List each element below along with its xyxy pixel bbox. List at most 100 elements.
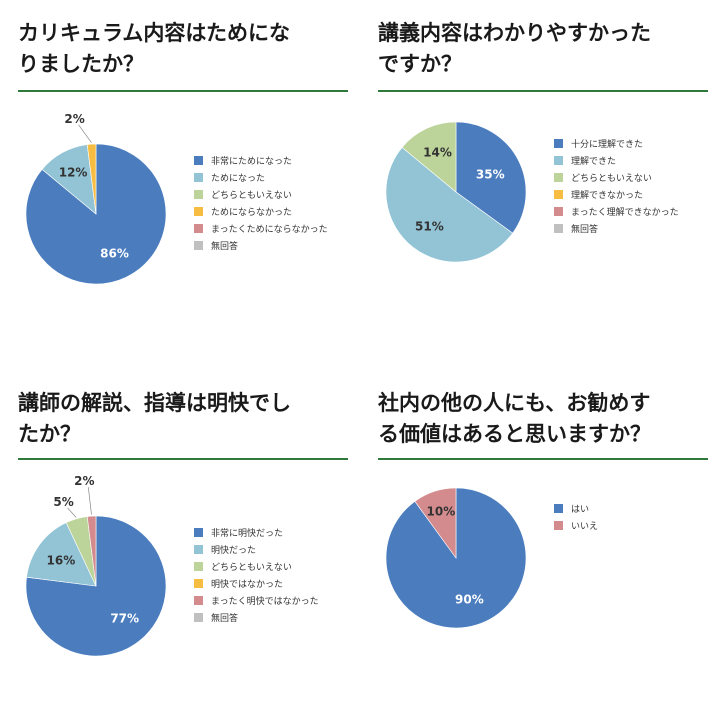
- legend-label: 無回答: [211, 614, 239, 624]
- legend-swatch: [194, 613, 203, 622]
- data-label: 5%: [53, 495, 73, 509]
- pie-slice-s4: [86, 515, 97, 587]
- data-label: 12%: [59, 165, 88, 179]
- data-label: 35%: [476, 168, 505, 182]
- legend-label: 理解できなかった: [571, 191, 644, 201]
- legend-swatch: [194, 156, 203, 165]
- legend-label: はい: [571, 505, 590, 515]
- legend-label: どちらともいえない: [571, 174, 652, 184]
- legend-item: 非常に明快だった: [194, 524, 319, 541]
- data-label: 14%: [423, 146, 452, 160]
- data-label: 2%: [64, 112, 84, 126]
- legend-item: 無回答: [194, 609, 319, 626]
- chart-title: カリキュラム内容はためにな りましたか？: [18, 21, 290, 76]
- legend-curriculum: 非常にためになった ためになったどちらともいえない ためにならなかったまったくために…: [194, 152, 328, 254]
- leader-line: [87, 487, 92, 515]
- legend-label: どちらともいえない: [211, 191, 292, 201]
- chart-panel-curriculum: カリキュラム内容はためにな りましたか？: [18, 18, 348, 84]
- legend-item: 明快ではなかった: [194, 575, 319, 592]
- legend-swatch: [194, 596, 203, 605]
- pie-slice-s1: [414, 487, 457, 559]
- legend-label: どちらともいえない: [211, 563, 292, 573]
- legend-swatch: [194, 224, 203, 233]
- legend-item: まったく明快ではなかった: [194, 592, 319, 609]
- data-label: 10%: [427, 504, 456, 518]
- legend-swatch: [194, 190, 203, 199]
- legend-label: いいえ: [571, 522, 599, 532]
- legend-item: 非常にためになった: [194, 152, 328, 169]
- legend-label: 理解できた: [571, 157, 617, 167]
- legend-swatch: [554, 190, 563, 199]
- legend-label: ためになった: [211, 174, 266, 184]
- chart-panel-recommend: 社内の他の人にも、お勧めす る価値はあると思いますか？: [378, 388, 708, 454]
- data-label: 86%: [100, 246, 129, 260]
- leader-line: [67, 507, 77, 518]
- chart-title: 講義内容はわかりやすかった ですか？: [378, 21, 651, 76]
- legend-label: まったく理解できなかった: [571, 208, 679, 218]
- pie-slice-s3: [86, 143, 97, 215]
- legend-item: 無回答: [554, 220, 679, 237]
- legend-swatch: [554, 521, 563, 530]
- legend-item: ためにならなかった: [194, 203, 328, 220]
- legend-swatch: [554, 207, 563, 216]
- legend-instructor: 非常に明快だった 明快だったどちらともいえない 明快ではなかったまったく明快ではなか…: [194, 524, 319, 626]
- legend-item: どちらともいえない: [554, 169, 679, 186]
- legend-swatch: [554, 156, 563, 165]
- legend-swatch: [554, 504, 563, 513]
- pie-slice-s1: [26, 522, 97, 587]
- legend-item: ためになった: [194, 169, 328, 186]
- legend-swatch: [194, 241, 203, 250]
- pie-slice-s2: [401, 121, 457, 193]
- pie-slice-s0: [455, 121, 527, 234]
- legend-item: 無回答: [194, 237, 328, 254]
- legend-swatch: [554, 224, 563, 233]
- legend-recommend: はい いいえ: [554, 500, 598, 534]
- data-label: 77%: [110, 612, 139, 626]
- chart-title: 講師の解説、指導は明快でし たか？: [18, 391, 291, 446]
- title-divider: [18, 90, 348, 92]
- legend-swatch: [194, 173, 203, 182]
- legend-item: 十分に理解できた: [554, 135, 679, 152]
- legend-item: まったくためにならなかった: [194, 220, 328, 237]
- legend-swatch: [194, 562, 203, 571]
- legend-label: 明快だった: [211, 546, 257, 556]
- legend-item: 明快だった: [194, 541, 319, 558]
- legend-item: はい: [554, 500, 598, 517]
- data-label: 51%: [415, 219, 444, 233]
- chart-title: 社内の他の人にも、お勧めす る価値はあると思いますか？: [378, 391, 651, 446]
- legend-label: 非常に明快だった: [211, 529, 284, 539]
- legend-label: ためにならなかった: [211, 208, 293, 218]
- legend-item: どちらともいえない: [194, 558, 319, 575]
- legend-swatch: [194, 579, 203, 588]
- legend-item: 理解できなかった: [554, 186, 679, 203]
- legend-swatch: [194, 545, 203, 554]
- title-divider: [18, 458, 348, 460]
- legend-swatch: [194, 528, 203, 537]
- title-divider: [378, 458, 708, 460]
- legend-label: 十分に理解できた: [571, 140, 644, 150]
- legend-label: 無回答: [571, 225, 599, 235]
- data-label: 16%: [47, 554, 76, 568]
- title-divider: [378, 90, 708, 92]
- legend-swatch: [194, 207, 203, 216]
- legend-lecture: 十分に理解できた 理解できたどちらともいえない 理解できなかったまったく理解できなか…: [554, 135, 679, 237]
- pie-slice-s1: [385, 146, 514, 263]
- legend-label: まったくためにならなかった: [211, 225, 328, 235]
- leader-line: [78, 124, 92, 143]
- legend-item: いいえ: [554, 517, 598, 534]
- chart-panel-instructor: 講師の解説、指導は明快でし たか？: [18, 388, 348, 454]
- legend-item: どちらともいえない: [194, 186, 328, 203]
- data-label: 2%: [74, 474, 94, 488]
- legend-label: 非常にためになった: [211, 157, 293, 167]
- legend-item: 理解できた: [554, 152, 679, 169]
- legend-swatch: [554, 173, 563, 182]
- legend-label: まったく明快ではなかった: [211, 597, 319, 607]
- legend-item: まったく理解できなかった: [554, 203, 679, 220]
- legend-swatch: [554, 139, 563, 148]
- legend-label: 無回答: [211, 242, 239, 252]
- legend-label: 明快ではなかった: [211, 580, 284, 590]
